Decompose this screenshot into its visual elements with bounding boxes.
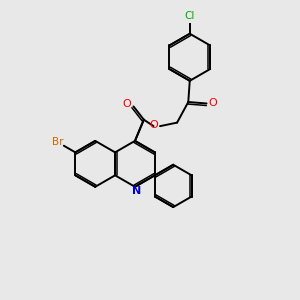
Text: O: O bbox=[149, 120, 158, 130]
Text: Br: Br bbox=[52, 137, 64, 148]
Text: Cl: Cl bbox=[184, 11, 195, 21]
Text: O: O bbox=[208, 98, 217, 108]
Text: N: N bbox=[132, 186, 141, 196]
Text: O: O bbox=[123, 99, 131, 109]
